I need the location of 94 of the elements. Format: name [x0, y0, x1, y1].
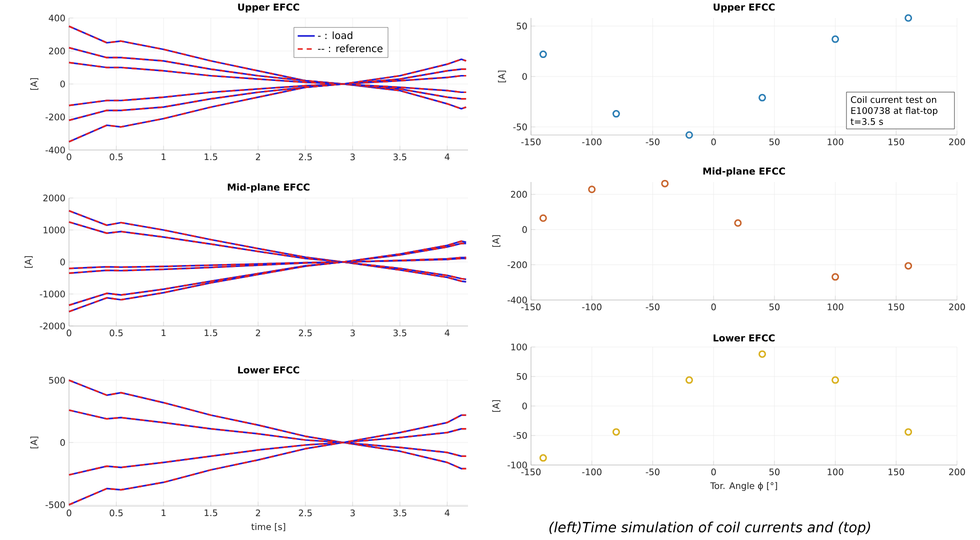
y-axis-title: [A] — [492, 400, 500, 412]
x-tick-label: 0 — [66, 510, 72, 516]
x-tick-label: 3.5 — [393, 510, 406, 516]
x-tick-label: 150 — [888, 138, 904, 146]
x-tick-label: 100 — [828, 468, 844, 476]
y-tick-label: 0 — [522, 402, 527, 410]
x-tick-label: 4 — [444, 330, 450, 336]
y-tick-label: 200 — [511, 190, 527, 198]
x-axis-title: Tor. Angle ϕ [°] — [710, 482, 778, 491]
x-tick-label: 3.5 — [393, 330, 406, 336]
y-tick-label: 500 — [49, 376, 65, 384]
x-tick-label: 1.5 — [204, 154, 218, 160]
y-tick-label: 2000 — [43, 194, 65, 202]
x-tick-label: -50 — [646, 304, 660, 310]
x-tick-label: -100 — [582, 468, 602, 476]
x-tick-label: 0 — [66, 330, 72, 336]
x-tick-label: 2 — [256, 510, 260, 516]
x-tick-label: -150 — [521, 138, 541, 146]
x-tick-label: 50 — [769, 138, 780, 146]
x-tick-label: 3 — [350, 330, 355, 336]
y-tick-label: 100 — [511, 344, 527, 350]
x-tick-label: 200 — [949, 138, 965, 146]
x-tick-label: 2.5 — [298, 330, 312, 336]
x-tick-label: 1.5 — [204, 330, 218, 336]
y-tick-label: -200 — [508, 261, 527, 268]
y-axis-title: [A] — [498, 70, 506, 82]
x-tick-label: 1.5 — [204, 510, 218, 516]
x-tick-label: -100 — [582, 138, 602, 146]
y-tick-label: -1000 — [40, 290, 65, 298]
y-tick-label: 200 — [49, 48, 65, 54]
x-tick-label: 2.5 — [298, 154, 312, 160]
chart-title: Lower EFCC — [238, 366, 300, 374]
x-axis-title: time [s] — [251, 523, 286, 532]
y-tick-label: 0 — [60, 258, 65, 266]
y-tick-label: -500 — [46, 501, 65, 508]
y-tick-label: 400 — [48, 14, 65, 22]
x-tick-label: 100 — [828, 138, 844, 146]
x-tick-label: 200 — [949, 304, 965, 310]
y-tick-label: 1000 — [44, 226, 65, 234]
y-tick-label: -50 — [513, 432, 527, 439]
chart-title: Lower EFCC — [714, 334, 775, 342]
x-tick-label: 3.5 — [393, 154, 406, 160]
x-tick-label: -150 — [521, 468, 541, 476]
y-tick-label: -100 — [508, 462, 527, 468]
y-axis-title: [A] — [30, 436, 38, 448]
y-tick-label: 0 — [60, 80, 65, 88]
x-tick-label: 1 — [162, 154, 166, 160]
x-tick-label: 1 — [162, 510, 166, 516]
x-tick-label: 1 — [162, 330, 166, 336]
x-tick-label: 0.5 — [110, 330, 123, 336]
x-tick-label: 200 — [949, 468, 965, 476]
x-tick-label: 0.5 — [110, 154, 123, 160]
chart-title: Mid-plane EFCC — [703, 167, 785, 177]
x-tick-label: -100 — [582, 304, 602, 310]
y-axis-title: [A] — [492, 235, 500, 247]
x-tick-label: 2 — [256, 154, 260, 160]
x-tick-label: -150 — [521, 304, 541, 310]
x-tick-label: 0 — [711, 304, 716, 310]
x-tick-label: 0.5 — [110, 510, 123, 516]
chart-title: Upper EFCC — [714, 3, 775, 12]
y-axis-title: [A] — [24, 256, 33, 268]
y-tick-label: 0 — [522, 73, 527, 80]
y-axis-title: [A] — [30, 78, 38, 90]
annotation: Coil current test on E100738 at flat-top t=3.5 s — [850, 96, 938, 125]
x-tick-label: 150 — [888, 304, 904, 310]
chart-title: Upper EFCC — [238, 4, 300, 13]
x-tick-label: 50 — [769, 468, 780, 476]
x-tick-label: 0 — [711, 468, 716, 476]
y-tick-label: 0 — [60, 439, 65, 446]
chart-title: Mid-plane EFCC — [228, 183, 310, 192]
text: (left)Time simulation of coil currents and (top) — [549, 522, 870, 536]
legend-label: - : load — [318, 31, 352, 40]
y-tick-label: 50 — [516, 373, 527, 380]
y-tick-label: 50 — [516, 22, 527, 30]
x-tick-label: 4 — [444, 510, 450, 516]
y-tick-label: -2000 — [40, 322, 65, 330]
x-tick-label: -50 — [646, 468, 660, 476]
x-tick-label: -50 — [646, 138, 660, 146]
x-tick-label: 2.5 — [298, 510, 312, 516]
x-tick-label: 100 — [828, 304, 844, 310]
y-tick-label: -400 — [46, 146, 65, 154]
x-tick-label: 3 — [350, 154, 355, 160]
x-tick-label: 2 — [256, 330, 260, 336]
y-tick-label: -200 — [46, 114, 65, 120]
x-tick-label: 0 — [711, 138, 716, 146]
x-tick-label: 4 — [444, 154, 450, 160]
legend-label: -- : reference — [318, 44, 382, 52]
y-tick-label: -50 — [513, 124, 527, 130]
x-tick-label: 50 — [769, 304, 780, 310]
y-tick-label: 0 — [522, 226, 527, 233]
x-tick-label: 0 — [66, 154, 72, 160]
x-tick-label: 3 — [350, 510, 355, 516]
y-tick-label: -400 — [508, 296, 527, 304]
x-tick-label: 150 — [888, 468, 904, 476]
